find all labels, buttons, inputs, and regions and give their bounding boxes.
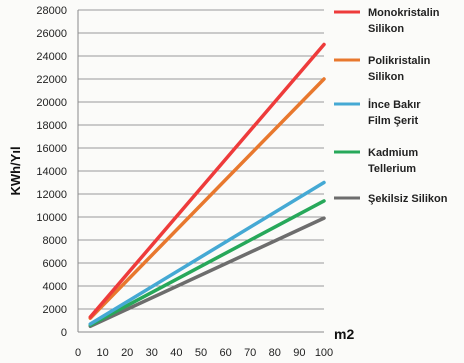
x-tick-label: 100 (315, 347, 333, 359)
y-axis-ticks: 0 2000 4000 6000 8000 10000 12000 14000 16000 180… (36, 5, 67, 339)
x-tick-label: 30 (146, 347, 158, 359)
x-tick-label: 90 (293, 347, 305, 359)
legend-label: Monokristalin Silikon (368, 7, 440, 35)
x-tick-label: 60 (219, 347, 231, 359)
x-axis-label: m2 (334, 326, 354, 342)
y-tick-label: 12000 (36, 189, 67, 201)
x-tick-label: 10 (96, 347, 108, 359)
legend-label: İnce Bakır Film Şerit (368, 98, 421, 127)
legend: Monokristalin Silikon Polikristalin Silikon… (334, 7, 448, 205)
x-tick-label: 40 (170, 347, 182, 359)
x-tick-label: 70 (244, 347, 256, 359)
y-tick-label: 10000 (36, 212, 67, 224)
series-lines (88, 42, 326, 328)
y-tick-label: 24000 (36, 51, 67, 63)
legend-label: Şekilsiz Silikon (368, 193, 448, 205)
y-tick-label: 18000 (36, 120, 67, 132)
gridlines (78, 9, 324, 310)
y-tick-label: 26000 (36, 28, 67, 40)
series-line (88, 77, 326, 320)
x-tick-label: 20 (121, 347, 133, 359)
y-tick-label: 20000 (36, 97, 67, 109)
y-tick-label: 16000 (36, 143, 67, 155)
series-line (88, 42, 326, 319)
y-tick-label: 2000 (43, 304, 67, 316)
x-tick-label: 0 (75, 347, 81, 359)
x-axis-ticks: 0 10 20 30 40 50 60 70 80 90 100 (75, 347, 333, 359)
y-tick-label: 4000 (43, 281, 67, 293)
series-line (88, 199, 326, 327)
y-tick-label: 14000 (36, 166, 67, 178)
x-tick-label: 80 (269, 347, 281, 359)
y-tick-label: 6000 (43, 258, 67, 270)
y-tick-label: 8000 (43, 235, 67, 247)
y-tick-label: 0 (61, 327, 67, 339)
x-tick-label: 50 (195, 347, 207, 359)
legend-label: Kadmium Tellerium (368, 147, 418, 175)
y-tick-label: 28000 (36, 5, 67, 17)
legend-label: Polikristalin Silikon (368, 55, 431, 83)
series-line (88, 180, 326, 326)
series-line (88, 216, 326, 328)
y-tick-label: 22000 (36, 74, 67, 86)
y-axis-label: KWh/Yıl (8, 146, 23, 195)
